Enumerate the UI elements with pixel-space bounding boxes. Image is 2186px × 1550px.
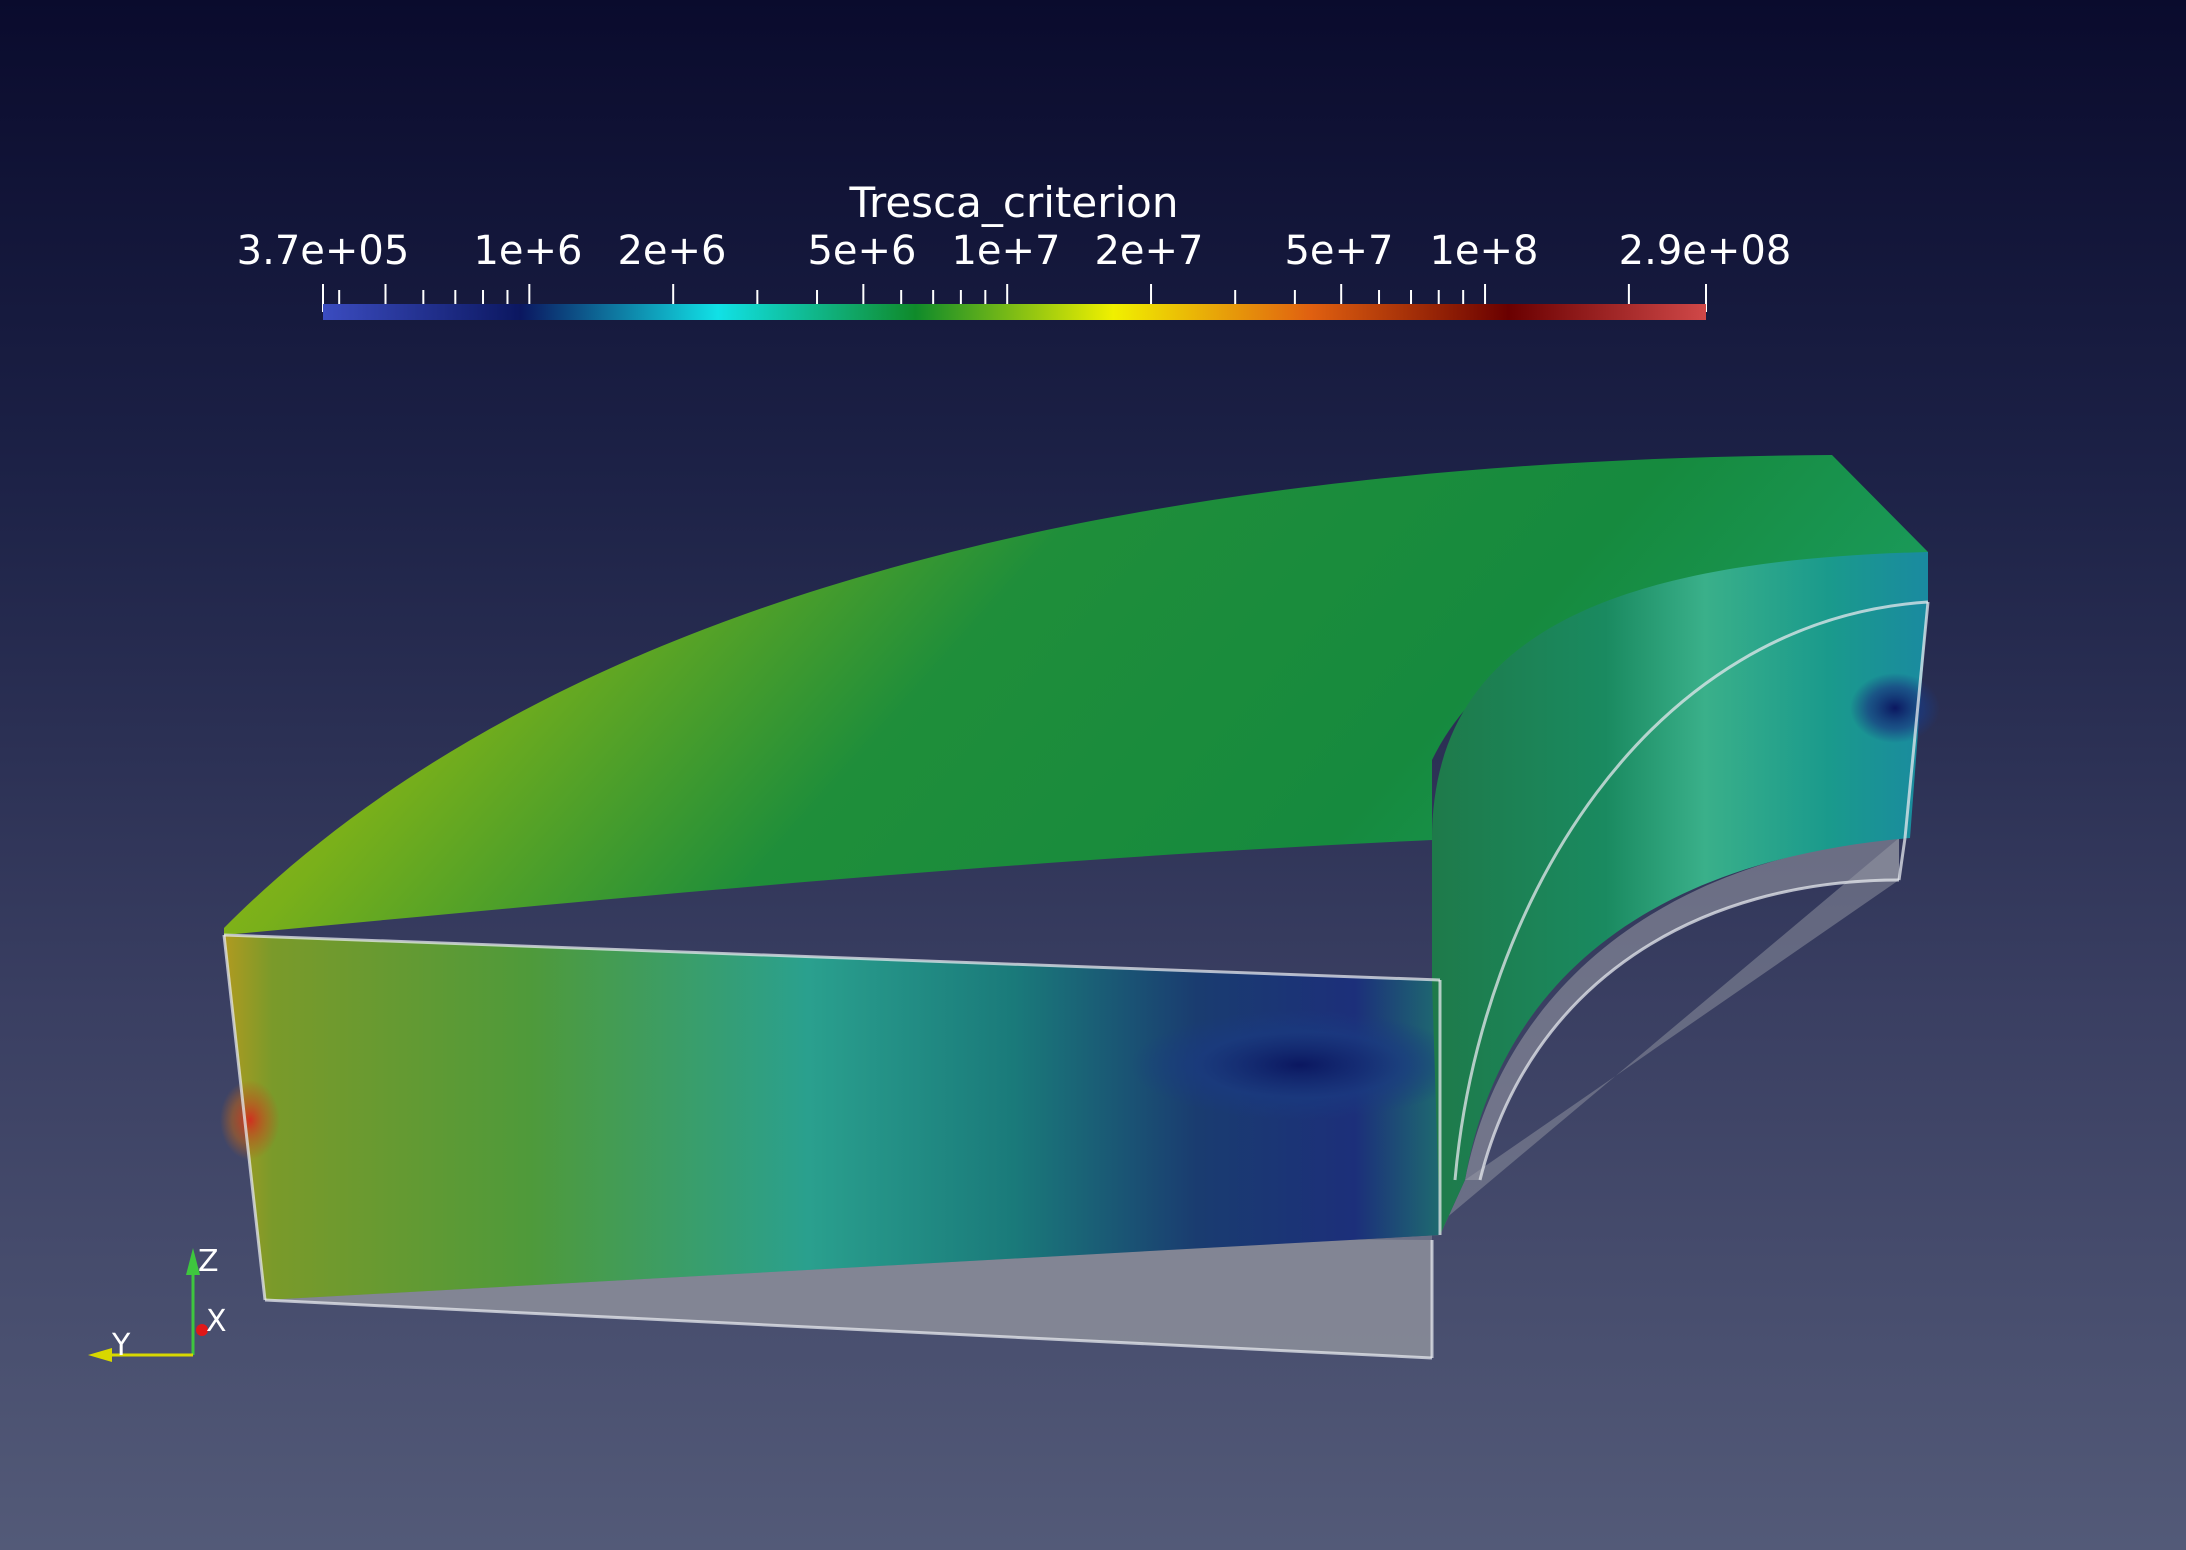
colorbar-label: 1e+7 [951, 228, 1061, 274]
x-axis-dot [196, 1324, 208, 1336]
colorbar-label: 1e+8 [1429, 228, 1539, 274]
z-axis-label: Z [198, 1244, 219, 1279]
inner-curved-face [1432, 552, 1928, 1235]
y-axis-label: Y [112, 1328, 131, 1363]
colorbar-label: 3.7e+05 [236, 228, 410, 274]
colorbar-label: 2e+7 [1094, 228, 1204, 274]
colorbar-label: 2e+6 [617, 228, 727, 274]
front-face [224, 935, 1440, 1300]
inner-gray-surface [1465, 838, 1899, 1180]
top-face [224, 455, 1928, 935]
high-stress-spot [220, 1080, 280, 1160]
colorbar-label: 2.9e+08 [1618, 228, 1792, 274]
colorbar-label: 5e+7 [1284, 228, 1394, 274]
bounding-box-edges [222, 600, 1930, 1360]
orientation-axes [88, 1248, 208, 1362]
low-stress-spot [1130, 1010, 1470, 1120]
colorbar-gradient [323, 304, 1706, 320]
colorbar-title: Tresca_criterion [849, 178, 1179, 227]
inner-low-stress-spot [1850, 673, 1940, 743]
y-axis-arrow [88, 1348, 112, 1362]
colorbar-label: 1e+6 [473, 228, 583, 274]
z-axis-arrow [186, 1248, 200, 1275]
colorbar-ticks [322, 284, 1707, 312]
colorbar-label: 5e+6 [807, 228, 917, 274]
x-axis-label: X [206, 1304, 227, 1339]
